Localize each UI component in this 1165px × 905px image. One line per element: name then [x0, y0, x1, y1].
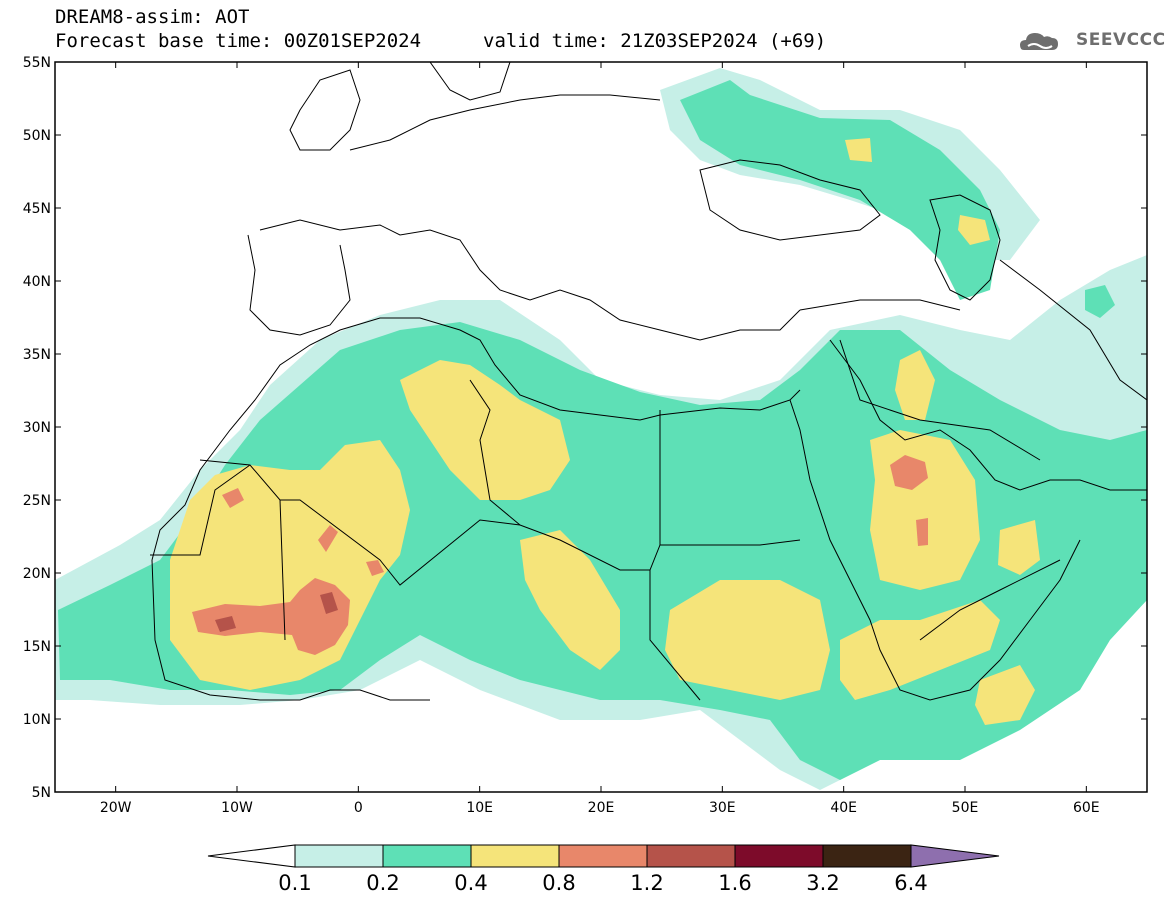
- aot-field-0.4: [895, 350, 935, 420]
- colorbar-segment: [558, 844, 648, 868]
- colorbar-label: 3.2: [806, 871, 839, 895]
- aot-field-0.4: [958, 215, 990, 245]
- border-algeria-libya: [469, 379, 521, 526]
- colorbar-label: 1.6: [718, 871, 751, 895]
- aot-field-0.8: [222, 488, 244, 508]
- forecast-base-time: Forecast base time: 00Z01SEP2024: [55, 30, 422, 52]
- coastline-black-sea: [699, 159, 881, 241]
- aot-fields: [55, 68, 1147, 790]
- lat-tick-label: 40N: [23, 274, 51, 290]
- border-sahara: [199, 459, 801, 586]
- lat-tick-label: 50N: [23, 128, 51, 144]
- border-iran: [999, 259, 1147, 401]
- aot-field-0.4: [975, 665, 1035, 725]
- lon-tick-label: 10E: [466, 800, 493, 816]
- aot-field-1.2: [320, 592, 338, 614]
- latitude-axis: 55N 50N 45N 40N 35N 30N 25N 20N 15N 10N 5N: [23, 55, 1147, 801]
- border-sudan: [649, 570, 701, 701]
- aot-field-0.4: [400, 360, 570, 500]
- coastline-arabia: [829, 339, 1147, 491]
- colorbar-label: 6.4: [894, 871, 927, 895]
- lon-tick-label: 50E: [952, 800, 979, 816]
- colorbar-segment: [734, 844, 824, 868]
- coastlines: [150, 62, 1147, 701]
- lat-tick-label: 15N: [23, 639, 51, 655]
- lon-tick-label: 20W: [100, 800, 132, 816]
- lon-tick-label: 60E: [1073, 800, 1100, 816]
- seevccc-logo-icon: [1020, 33, 1058, 50]
- aot-field-0.8: [318, 525, 338, 552]
- colorbar-label: 0.1: [278, 871, 311, 895]
- longitude-axis: 20W 10W 0 10E 20E 30E 40E 50E 60E: [100, 62, 1100, 816]
- colorbar-segment: [822, 844, 912, 868]
- map-title: DREAM8-assim: AOT: [55, 6, 250, 28]
- aot-field-1.2: [215, 616, 236, 632]
- lon-tick-label: 20E: [588, 800, 615, 816]
- lon-tick-label: 30E: [709, 800, 736, 816]
- lat-tick-label: 45N: [23, 201, 51, 217]
- coastline-uk: [289, 69, 361, 151]
- coastline-caspian: [929, 194, 1001, 301]
- border-saudi: [839, 339, 1041, 461]
- aot-field-0.8: [890, 455, 928, 490]
- lat-tick-label: 55N: [23, 55, 51, 71]
- colorbar-segment: [470, 844, 560, 868]
- valid-time: valid time: 21Z03SEP2024 (+69): [483, 30, 827, 52]
- coastline-europe-south: [259, 219, 801, 341]
- lat-tick-label: 5N: [32, 785, 51, 801]
- aot-field-0.2: [680, 80, 1000, 300]
- border-yemen: [919, 559, 1061, 641]
- aot-field-0.2: [1085, 285, 1115, 318]
- lon-tick-label: 0: [354, 800, 363, 816]
- coastline-scandinavia: [429, 62, 511, 101]
- colorbar-label: 0.2: [366, 871, 399, 895]
- aot-field-0.4: [840, 600, 1000, 700]
- lat-tick-label: 20N: [23, 566, 51, 582]
- colorbar-segment: [294, 844, 384, 868]
- lon-tick-label: 10W: [221, 800, 253, 816]
- lat-tick-label: 25N: [23, 493, 51, 509]
- colorbar-over-triangle: [910, 844, 1000, 868]
- coastline-gulf-guinea: [151, 559, 430, 701]
- aot-field-0.4: [520, 530, 620, 670]
- lat-tick-label: 30N: [23, 420, 51, 436]
- aot-field-0.8: [192, 578, 350, 655]
- lat-tick-label: 10N: [23, 712, 51, 728]
- coastline-red-sea: [789, 399, 1081, 701]
- coastline-west-africa: [151, 317, 801, 561]
- aot-field-0.8: [366, 560, 384, 576]
- aot-field-0.4: [998, 520, 1040, 575]
- border-mali: [279, 499, 286, 641]
- coastline-north-europe: [349, 94, 661, 151]
- colorbar-segment: [646, 844, 736, 868]
- colorbar-label: 1.2: [630, 871, 663, 895]
- colorbar-label: 0.4: [454, 871, 487, 895]
- coastline-iberia: [247, 234, 351, 336]
- lat-tick-label: 35N: [23, 347, 51, 363]
- border-turkey: [799, 299, 961, 311]
- colorbar-under-triangle: [207, 844, 296, 868]
- aot-field-0.4: [845, 138, 872, 162]
- border-mauritania: [150, 464, 251, 556]
- aot-field-0.8: [916, 518, 928, 546]
- logo-text: SEEVCCC: [1076, 30, 1165, 50]
- colorbar: 0.1 0.2 0.4 0.8 1.2 1.6 3.2 6.4: [207, 844, 1000, 895]
- colorbar-label: 0.8: [542, 871, 575, 895]
- lon-tick-label: 40E: [830, 800, 857, 816]
- aot-field-0.4: [665, 580, 830, 700]
- colorbar-segment: [382, 844, 472, 868]
